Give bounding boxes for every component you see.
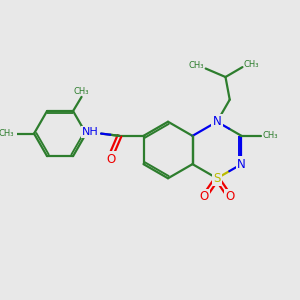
- Text: CH₃: CH₃: [189, 61, 204, 70]
- Text: CH₃: CH₃: [0, 129, 14, 138]
- Text: O: O: [106, 153, 116, 166]
- Text: O: O: [200, 190, 209, 203]
- Text: NH: NH: [82, 127, 99, 137]
- Text: S: S: [213, 172, 221, 185]
- Text: CH₃: CH₃: [244, 60, 260, 69]
- Text: N: N: [213, 115, 221, 128]
- Text: CH₃: CH₃: [263, 131, 278, 140]
- Text: CH₃: CH₃: [74, 87, 89, 96]
- Text: N: N: [237, 158, 246, 171]
- Text: O: O: [225, 190, 234, 203]
